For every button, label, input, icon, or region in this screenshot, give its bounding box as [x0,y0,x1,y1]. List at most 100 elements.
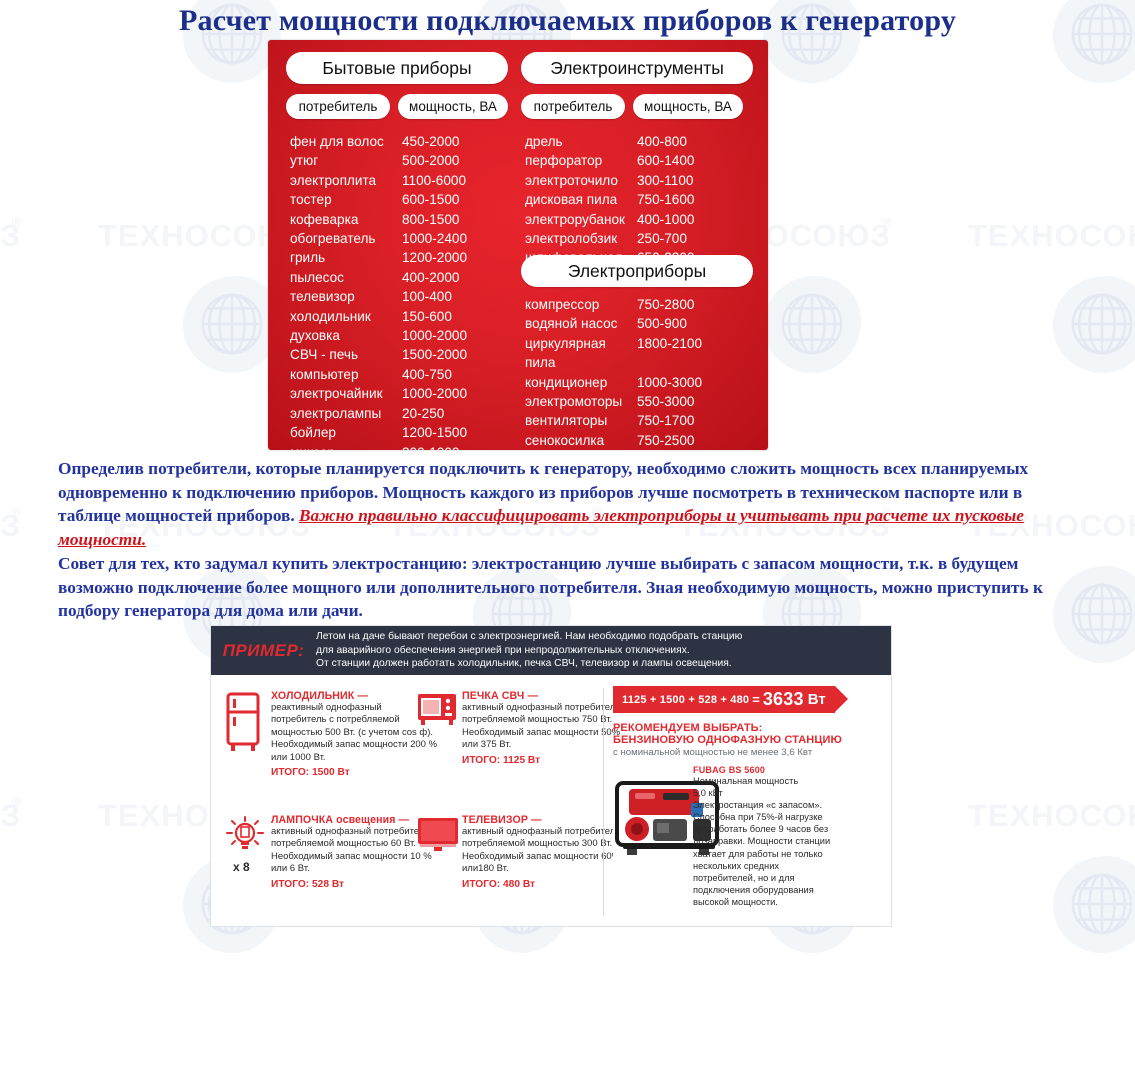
column-header-power-household: мощность, ВА [398,94,508,119]
table-row: электроплита 1100-6000 [290,171,520,190]
total-power-banner: 1125 + 1500 + 528 + 480 = 3633 Вт [613,686,848,713]
microwave-icon [416,692,458,731]
row-consumer: духовка [290,328,340,344]
row-consumer: циркулярная пила [525,335,606,371]
table-row: СВЧ - печь 1500-2000 [290,345,520,364]
power-table-panel: Бытовые приборы потребитель мощность, ВА… [268,40,768,450]
lamp-title: ЛАМПОЧКА освещения — [271,814,410,826]
generator-block: FUBAG BS 5600 Номинальная мощность 5,0 к… [613,765,883,907]
refrigerator-title: ХОЛОДИЛЬНИК — [271,690,369,702]
row-power: 750-2500 [637,432,695,448]
row-consumer: перфоратор [525,153,603,169]
table-row: пылесос 400-2000 [290,268,520,287]
row-power: 150-600 [402,308,452,324]
row-consumer: электроточило [525,172,618,188]
table-row: духовка 1000-2000 [290,326,520,345]
lamp-total: ИТОГО: 528 Вт [271,878,345,890]
example-intro-line-2: для аварийного обеспечения энергией при … [316,644,690,656]
page-title: Расчет мощности подключаемых приборов к … [178,4,957,37]
table-row: фен для волос 450-2000 [290,132,520,151]
table-row: сенокосилка 750-2500 [525,431,760,450]
generator-photo [613,773,725,865]
row-power: 1800-2100 [637,335,703,351]
row-power: 750-1600 [637,192,695,208]
body-paragraph-1-plain: Определив потребители, которые планирует… [58,459,1029,525]
recommendation-line-2: БЕНЗИНОВУЮ ОДНОФАЗНУЮ СТАНЦИЮ [613,734,842,746]
generator-spec-label: Номинальная мощность [693,776,799,786]
table-row: утюг 500-2000 [290,151,520,170]
body-paragraph-2: Совет для тех, кто задумал купить электр… [58,554,1043,620]
household-appliance-list: фен для волос 450-2000 утюг 500-2000 эле… [290,132,520,450]
table-row: электролампы 20-250 [290,404,520,423]
example-intro-line-3: От станции должен работать холодильник, … [316,658,732,670]
refrigerator-icon [225,692,261,759]
row-power: 100-400 [402,289,452,305]
row-power: 1200-1500 [402,425,468,441]
table-row: кофеварка 800-1500 [290,210,520,229]
microwave-text: ПЕЧКА СВЧ — активный однофазный потребит… [462,690,630,766]
recommendation-line-3: с номинальной мощностью не менее 3,6 Квт [613,747,813,758]
table-row: дисковая пила 750-1600 [525,190,760,209]
example-header: ПРИМЕР: Летом на даче бывают перебои с э… [211,626,891,675]
row-power: 400-750 [402,366,452,382]
row-consumer: тостер [290,192,332,208]
section-title-electrical-devices: Электроприборы [521,255,753,287]
microwave-desc: активный однофазный потребитель с потреб… [462,702,628,751]
tv-title: ТЕЛЕВИЗОР — [462,814,542,826]
row-power: 500-900 [637,316,687,332]
row-power: 450-2000 [402,134,460,149]
generator-model: FUBAG BS 5600 [693,765,766,775]
row-power: 1100-6000 [402,172,466,188]
sum-terms: 1125 + 1500 + 528 + 480 [622,693,750,706]
table-row: компрессор 750-2800 [525,295,760,314]
section-title-household: Бытовые приборы [286,52,508,84]
row-consumer: водяной насос [525,316,618,332]
row-consumer: телевизор [290,289,355,305]
row-power: 400-2000 [402,269,460,285]
row-consumer: электрочайник [290,386,383,402]
tv-desc: активный однофазный потребитель с потреб… [462,826,628,875]
refrigerator-total: ИТОГО: 1500 Вт [271,767,350,779]
row-power: 500-2000 [402,153,460,169]
row-consumer: утюг [290,153,319,169]
table-row: электрорубанок 400-1000 [525,210,760,229]
row-power: 750-2800 [637,297,695,312]
sum-total: 3633 [762,689,804,709]
table-row: вентиляторы 750-1700 [525,411,760,430]
row-power: 300-1100 [637,172,694,188]
row-consumer: бойлер [290,425,336,441]
table-row: кондиционер 1000-3000 [525,373,760,392]
row-consumer: сенокосилка [525,432,605,448]
row-consumer: кофеварка [290,211,359,227]
sum-equals: = [752,692,760,707]
generator-desc: Электростанция «с запасом». Способна при… [693,800,831,907]
lightbulb-icon: х 8 [225,816,265,874]
microwave-total: ИТОГО: 1125 Вт [462,754,541,766]
row-power: 750-1700 [637,413,695,429]
lamp-desc: активный однофазный потребитель с потреб… [271,826,437,875]
table-row: электролобзик 250-700 [525,229,760,248]
table-row: водяной насос 500-900 [525,314,760,333]
row-power: 1000-3000 [637,374,703,390]
row-power: 400-1000 [637,211,695,227]
table-row: холодильник 150-600 [290,307,520,326]
example-intro: Летом на даче бывают перебои с электроэн… [316,630,750,671]
tv-text: ТЕЛЕВИЗОР — активный однофазный потребит… [462,814,630,890]
row-consumer: вентиляторы [525,413,608,429]
row-consumer: электролобзик [525,231,618,247]
table-row: компьютер 400-750 [290,365,520,384]
row-power: 1000-2000 [402,328,468,344]
sum-unit: Вт [807,691,826,708]
table-row: телевизор 100-400 [290,287,520,306]
row-consumer: миксер [290,443,402,451]
recommendation-line-1: РЕКОМЕНДУЕМ ВЫБРАТЬ: [613,722,763,734]
generator-spec-value: 5,0 кВт [693,788,723,799]
row-power: 1000-2000 [402,386,468,402]
row-consumer: обогреватель [290,231,376,247]
table-row: гриль 1200-2000 [290,248,520,267]
row-power: 600-1500 [402,192,460,208]
table-row: электромоторы 550-3000 [525,392,760,411]
row-power: 1200-2000 [402,250,468,266]
body-paragraph-1: Определив потребители, которые планирует… [58,457,1086,551]
row-power: 20-250 [402,405,445,421]
